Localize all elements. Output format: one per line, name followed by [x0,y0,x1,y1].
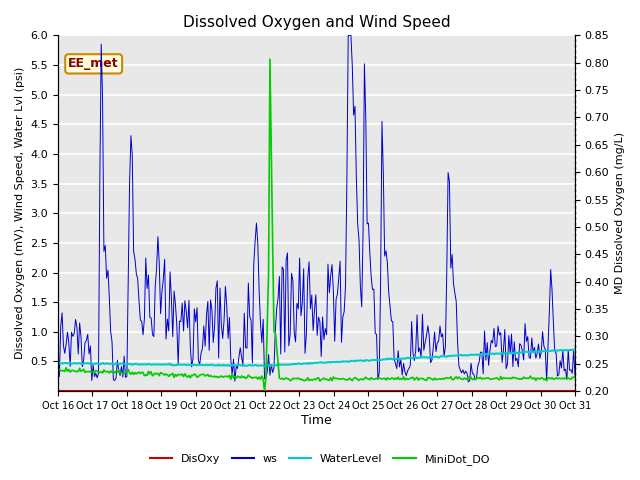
Legend: DisOxy, ws, WaterLevel, MiniDot_DO: DisOxy, ws, WaterLevel, MiniDot_DO [145,450,495,469]
X-axis label: Time: Time [301,414,332,427]
Text: EE_met: EE_met [68,57,119,71]
Y-axis label: Dissolved Oxygen (mV), Wind Speed, Water Lvl (psi): Dissolved Oxygen (mV), Wind Speed, Water… [15,67,25,360]
Y-axis label: MD Dissolved Oxygen (mg/L): MD Dissolved Oxygen (mg/L) [615,132,625,294]
Title: Dissolved Oxygen and Wind Speed: Dissolved Oxygen and Wind Speed [182,15,451,30]
